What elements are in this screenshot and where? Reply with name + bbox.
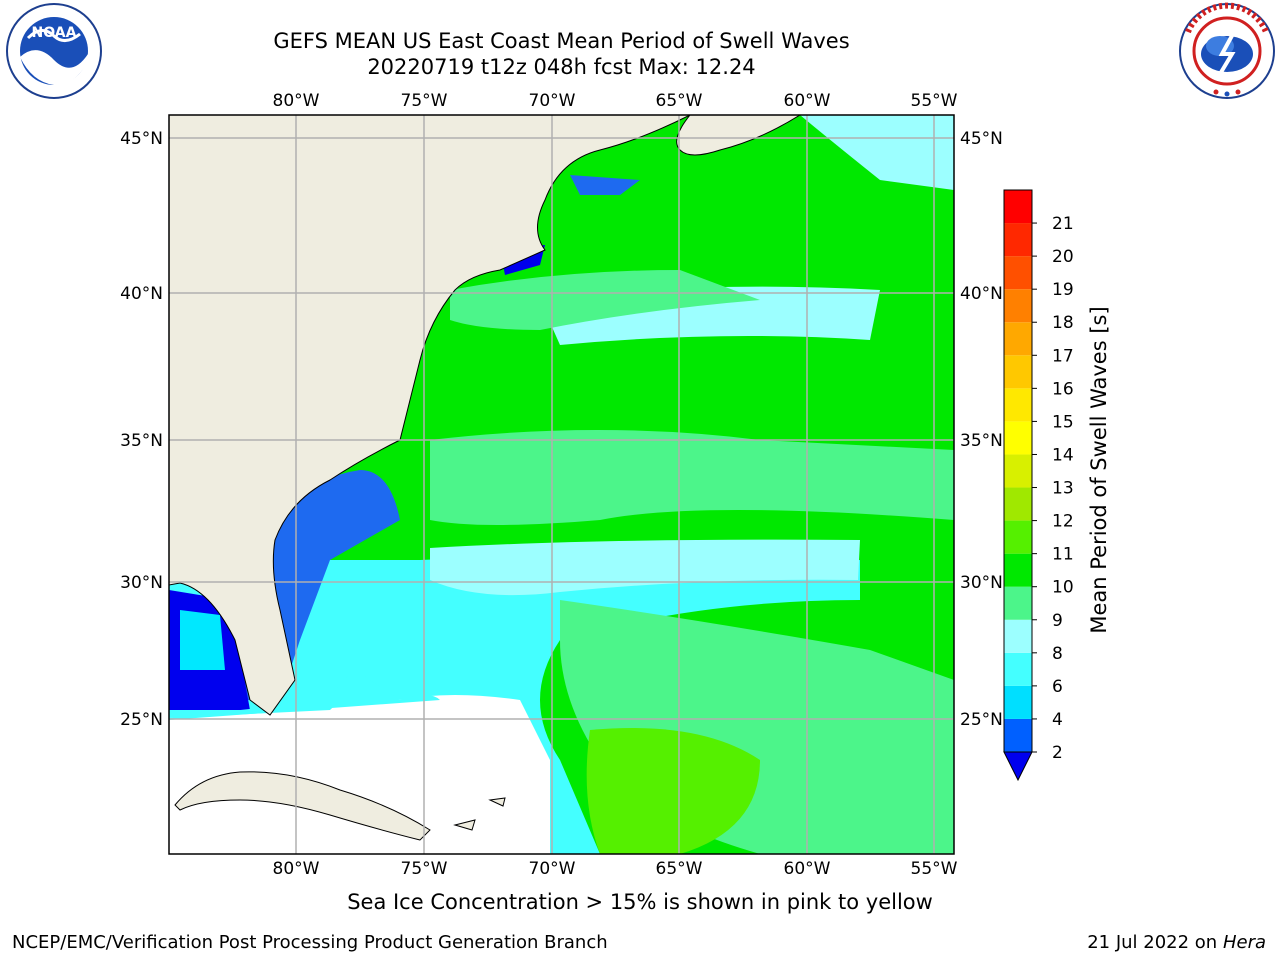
colorbar-segment [1004, 322, 1032, 356]
colorbar-tick-label: 6 [1052, 677, 1063, 697]
swell-band-4-6-gulf [180, 610, 225, 670]
colorbar-tick-label: 2 [1052, 743, 1063, 763]
noaa-logo: NOAA [6, 3, 102, 99]
colorbar-tick-label: 10 [1052, 578, 1074, 598]
lon-label-bottom: 65°W [656, 859, 703, 879]
colorbar-segment [1004, 454, 1032, 488]
colorbar-tick-label: 18 [1052, 313, 1074, 333]
lon-label-top: 60°W [784, 91, 831, 111]
colorbar-under-arrow [1003, 751, 1033, 782]
lon-label-bottom: 55°W [911, 859, 958, 879]
nws-logo [1179, 2, 1275, 99]
colorbar-tick-label: 14 [1052, 445, 1074, 465]
colorbar-segment [1004, 685, 1032, 719]
colorbar-label: Mean Period of Swell Waves [s] [1087, 306, 1111, 633]
colorbar-tick-label: 4 [1052, 710, 1063, 730]
swell-band-2-4-gom [570, 175, 640, 195]
no-data-region [169, 692, 550, 854]
colorbar-tick-label: 20 [1052, 247, 1074, 267]
lat-label-left: 25°N [120, 710, 163, 730]
colorbar-segment [1004, 190, 1032, 224]
lat-label-right: 30°N [960, 573, 1003, 593]
map-title: GEFS MEAN US East Coast Mean Period of S… [273, 29, 850, 53]
sea-ice-note: Sea Ice Concentration > 15% is shown in … [347, 890, 933, 914]
date-line: 21 Jul 2022 on Hera [1087, 932, 1266, 953]
land-cuba [174, 771, 431, 841]
colorbar-tick-label: 11 [1052, 545, 1074, 565]
lon-label-top: 55°W [911, 91, 958, 111]
colorbar-tick-label: 21 [1052, 214, 1074, 234]
lat-label-left: 35°N [120, 431, 163, 451]
colorbar-segment [1004, 586, 1032, 620]
lat-label-right: 25°N [960, 710, 1003, 730]
colorbar-segment [1004, 619, 1032, 653]
swell-band-6-8-straits [169, 673, 440, 720]
colorbar-tick-label: 8 [1052, 644, 1063, 664]
colorbar-segment [1004, 520, 1032, 554]
map-frame [168, 114, 955, 855]
forecast-subtitle: 20220719 t12z 048h fcst Max: 12.24 [367, 55, 756, 79]
lat-label-right: 45°N [960, 129, 1003, 149]
colorbar-segment [1004, 652, 1032, 686]
land-island [453, 819, 476, 831]
lon-label-top: 65°W [656, 91, 703, 111]
swell-band-8-9-ne [800, 115, 954, 190]
machine-name: Hera [1222, 932, 1266, 953]
colorbar-segment [1004, 421, 1032, 455]
colorbar-tick-label: 19 [1052, 280, 1074, 300]
date-text: 21 Jul 2022 on [1087, 932, 1223, 953]
lat-label-right: 40°N [960, 284, 1003, 304]
colorbar-segment [1004, 553, 1032, 587]
colorbar-frame [1003, 189, 1033, 753]
colorbar-segment [1004, 289, 1032, 323]
land-island [488, 797, 506, 807]
colorbar-segment [1004, 256, 1032, 290]
colorbar: 2 4 6 8 9 10 11 12 13 14 15 16 17 18 19 20 21 [1003, 189, 1074, 782]
colorbar-segment [1004, 388, 1032, 422]
lat-label-left: 30°N [120, 573, 163, 593]
lon-label-bottom: 60°W [784, 859, 831, 879]
colorbar-segment [1004, 355, 1032, 389]
land-us-east-coast [169, 115, 691, 716]
lon-label-top: 75°W [401, 91, 448, 111]
colorbar-tick-label: 12 [1052, 512, 1074, 532]
credit-line: NCEP/EMC/Verification Post Processing Pr… [12, 932, 608, 953]
lon-label-top: 70°W [529, 91, 576, 111]
colorbar-tick-label: 15 [1052, 412, 1074, 432]
swell-band-9-10-north [450, 270, 760, 330]
lat-label-left: 40°N [120, 284, 163, 304]
lon-label-top: 80°W [273, 91, 320, 111]
colorbar-segment [1004, 223, 1032, 257]
lat-label-right: 35°N [960, 431, 1003, 451]
colorbar-tick-label: 13 [1052, 479, 1074, 499]
swell-band-9-10-mid [430, 430, 954, 525]
lon-label-bottom: 70°W [529, 859, 576, 879]
colorbar-tick-label: 16 [1052, 379, 1074, 399]
colorbar-tick-label: 9 [1052, 611, 1063, 631]
colorbar-segment [1004, 487, 1032, 521]
lat-label-left: 45°N [120, 129, 163, 149]
swell-band-11-12 [586, 728, 760, 854]
lon-label-bottom: 80°W [273, 859, 320, 879]
noaa-logo-text: NOAA [32, 25, 77, 41]
colorbar-segment [1004, 718, 1032, 752]
colorbar-tick-label: 17 [1052, 346, 1074, 366]
lon-label-bottom: 75°W [401, 859, 448, 879]
